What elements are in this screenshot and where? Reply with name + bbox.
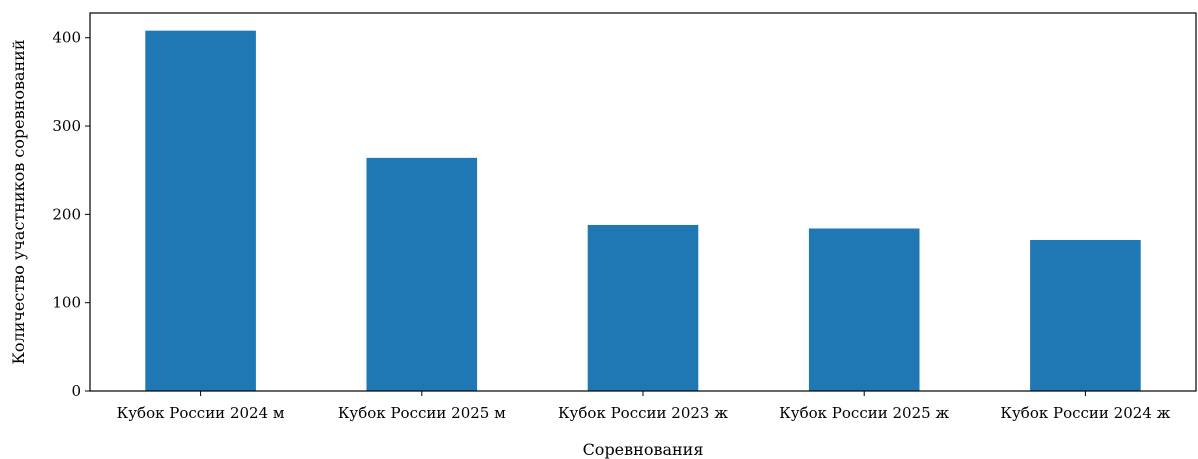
x-axis-label: Соревнования	[583, 440, 704, 459]
x-axis: Кубок России 2024 м Кубок России 2025 м Ку…	[117, 391, 1171, 422]
bar-2	[366, 157, 478, 391]
bar-4	[808, 228, 920, 391]
x-tick-label: Кубок России 2025 ж	[779, 404, 949, 422]
x-tick-label: Кубок России 2024 ж	[1000, 404, 1170, 422]
bar-5	[1030, 239, 1141, 391]
y-tick-label: 100	[52, 294, 81, 312]
y-tick-label: 300	[52, 117, 81, 135]
bar-1	[145, 30, 256, 392]
y-tick-label: 0	[71, 382, 81, 400]
bar-3	[587, 224, 699, 391]
y-tick-label: 200	[52, 205, 81, 223]
plot-frame	[89, 12, 1197, 392]
x-tick-label: Кубок России 2023 ж	[558, 404, 728, 422]
y-axis-label: Количество участников соревнований	[9, 40, 28, 365]
y-axis: 0 100 200 300 400	[52, 29, 90, 400]
y-tick-label: 400	[52, 29, 81, 47]
x-tick-label: Кубок России 2025 м	[338, 404, 506, 422]
bars-group	[145, 30, 1141, 392]
x-tick-label: Кубок России 2024 м	[117, 404, 285, 422]
